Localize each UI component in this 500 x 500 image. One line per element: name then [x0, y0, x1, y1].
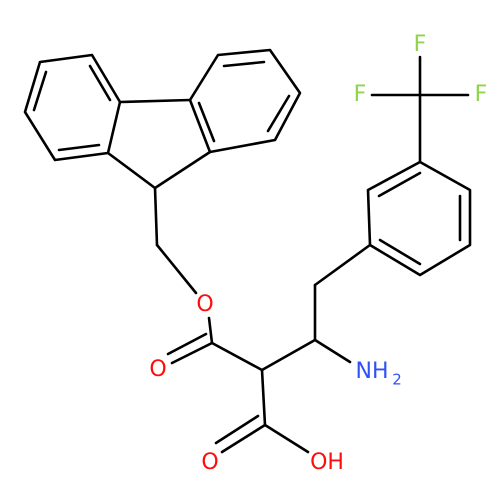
bond — [313, 243, 372, 287]
double-bond — [32, 70, 48, 112]
bond — [118, 98, 192, 104]
double-bond — [222, 60, 266, 68]
bond — [153, 186, 159, 247]
bond — [153, 150, 212, 190]
atom-label: OH — [310, 450, 344, 475]
double-bond — [88, 64, 112, 102]
atom-label: F — [354, 82, 367, 107]
double-bond — [197, 101, 216, 143]
double-bond — [378, 238, 422, 266]
bond — [170, 341, 214, 365]
bond — [260, 338, 317, 372]
atom-label: O — [196, 292, 213, 317]
bond — [210, 341, 264, 372]
double-bond — [266, 94, 291, 133]
bond — [106, 151, 157, 190]
atom-label: O — [201, 450, 218, 475]
atom-subscript: 2 — [392, 371, 402, 389]
bond — [260, 368, 267, 427]
double-bond — [57, 143, 101, 152]
bond — [207, 316, 214, 345]
bond — [155, 243, 198, 295]
atom-labels: F F F O O O OH NH 2 — [149, 32, 487, 475]
atom-label: F — [475, 82, 488, 107]
bond — [166, 332, 208, 356]
ring — [188, 48, 302, 154]
bonds — [23, 48, 472, 454]
bond — [263, 423, 310, 454]
bond — [220, 423, 267, 454]
double-bond — [377, 171, 422, 198]
ring — [23, 53, 122, 162]
atom-label: F — [414, 32, 427, 57]
atom-label: O — [149, 357, 166, 382]
atom-label: NH — [356, 359, 389, 384]
bond — [313, 338, 352, 364]
bond — [214, 414, 260, 445]
ring — [366, 160, 472, 277]
